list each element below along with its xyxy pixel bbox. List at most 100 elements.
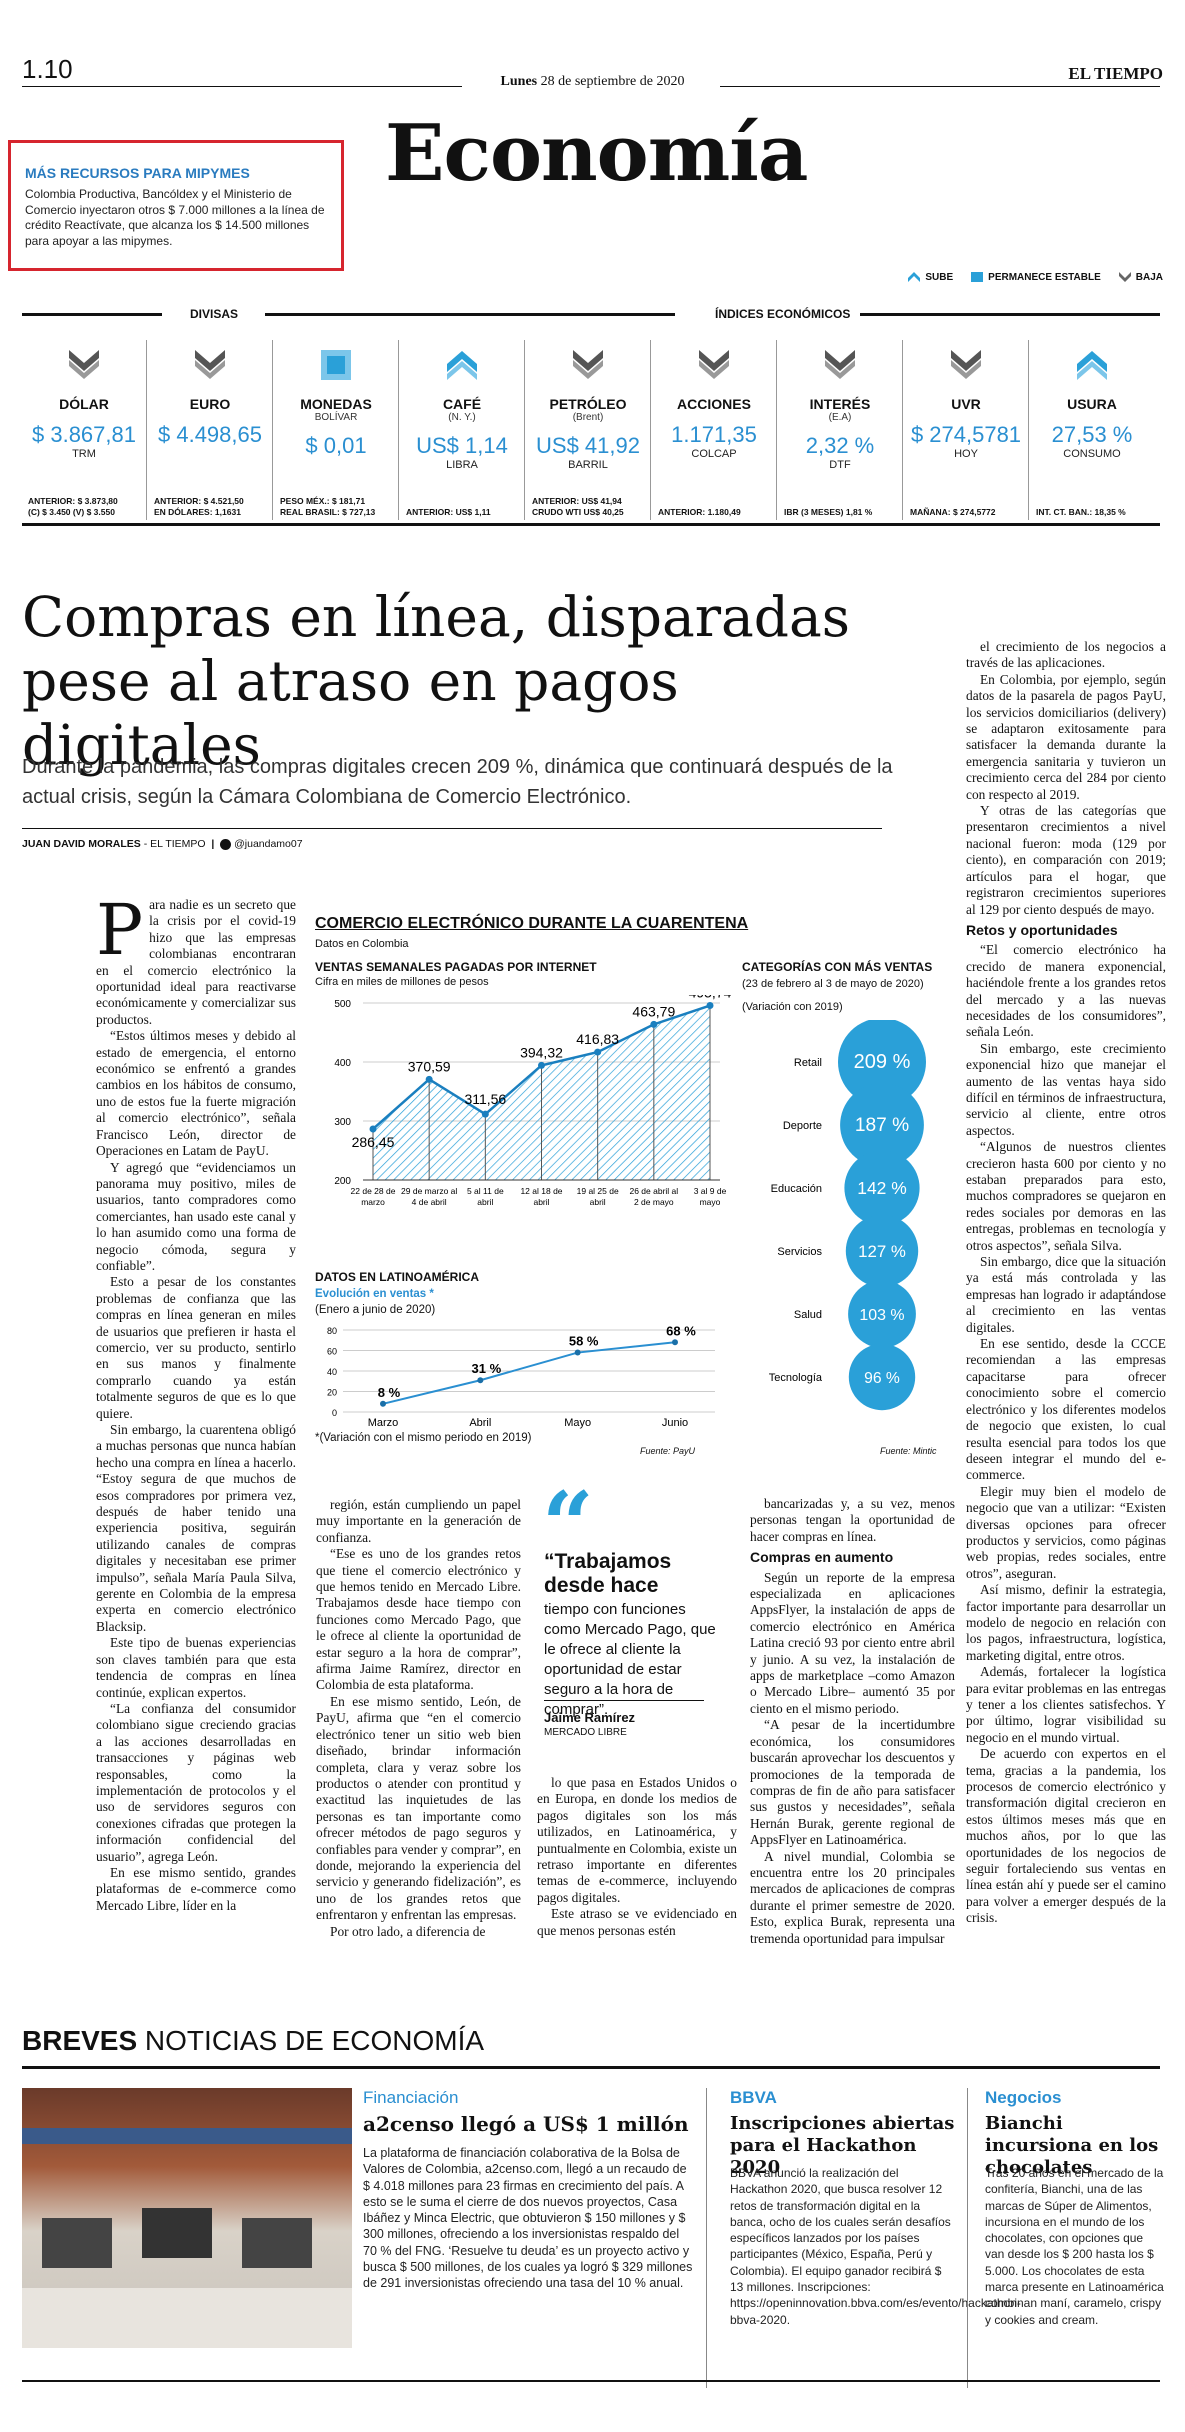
indicator-sub: (Brent) [572,412,604,423]
paragraph: Así mismo, definir la estrategia, factor… [966,1582,1166,1663]
paragraph: “A pesar de la incertidumbre económica, … [750,1717,955,1848]
x-tick-label: mayo [700,1197,721,1207]
x-tick-label: 22 de 28 de [351,1186,396,1196]
paragraph: ara nadie es un secreto que la crisis po… [96,897,296,1027]
weekly-chart-subtitle: Cifra en miles de millones de pesos [315,976,489,988]
paragraph: “La confianza del consumidor colombiano … [96,1700,296,1864]
indicator-footnote: INT. CT. BAN.: 18,35 % [1036,507,1126,517]
data-point [477,1377,484,1384]
y-tick-label: 20 [327,1388,337,1398]
data-point [481,1110,489,1118]
indicator-café: CAFÉ (N. Y.) US$ 1,14 LIBRA ANTERIOR: US$ 1,… [400,340,525,520]
breves-header: BREVES NOTICIAS DE ECONOMÍA [22,2025,484,2057]
y-tick-label: 40 [327,1367,337,1377]
y-tick-label: 400 [334,1058,351,1069]
indicator-name: ACCIONES [677,396,751,412]
data-point [380,1400,386,1407]
twitter-icon [220,838,232,850]
paragraph: Y otras de las categorías que presentaro… [966,803,1166,917]
paragraph: En ese mismo sentido, grandes plataforma… [96,1864,296,1913]
photo-monitor [42,2218,112,2268]
source-payu: Fuente: PayU [640,1446,696,1456]
x-tick-label: 3 al 9 de [694,1186,727,1196]
x-tick-label: abril [590,1197,606,1207]
category-label: Salud [794,1309,822,1321]
paragraph: Elegir muy bien el modelo de negocio que… [966,1483,1166,1581]
drop-cap: P [96,889,144,971]
y-tick-label: 300 [334,1117,351,1128]
paragraph: “Estos últimos meses y debido al estado … [96,1028,296,1159]
indicator-value: US$ 41,92 [536,433,640,458]
indicator-footnote: IBR (3 MESES) 1,81 % [784,507,873,517]
breve-2-title: Inscripciones abiertas para el Hackathon… [730,2113,955,2178]
categories-note: (Variación con 2019) [742,1001,843,1013]
latam-chart-range: (Enero a junio de 2020) [315,1304,436,1316]
indicator-unit: TRM [72,448,96,460]
indicator-unit: HOY [954,448,978,460]
indicator-unit: LIBRA [446,459,478,471]
subheading-retos: Retos y oportunidades [966,921,1118,938]
x-tick-label: marzo [361,1197,385,1207]
indicator-sub: BOLÍVAR [314,412,358,423]
x-tick-label: abril [477,1197,493,1207]
down-arrow-icon [697,348,731,382]
indicator-name: EURO [189,396,231,412]
breves-sublabel: NOTICIAS DE ECONOMÍA [137,2025,485,2056]
indicator-name: USURA [1067,396,1117,412]
publication-date: Lunes 28 de septiembre de 2020 [0,74,1185,90]
indicator-footnote: ANTERIOR: US$ 41,94 CRUDO WTI US$ 40,25 [532,496,624,517]
down-arrow-icon [193,348,227,382]
breves-rule [22,2066,1160,2069]
article-headline: Compras en línea, disparadas pese al atr… [22,585,851,777]
x-tick-label: Marzo [368,1417,399,1429]
data-point [706,1002,714,1010]
indicator-value: $ 4.498,65 [158,422,262,447]
indicator-name: CAFÉ [442,396,482,412]
breves-divider [967,2088,968,2388]
ind-rule-3 [860,313,1160,316]
data-label: 286,45 [352,1134,395,1150]
breve-2-category: BBVA [730,2088,777,2107]
y-tick-label: 60 [327,1347,337,1357]
data-point [650,1020,658,1028]
indicator-uvr: UVR $ 274,5781 HOY MAÑANA: $ 274,5772 [904,340,1029,520]
category-bubble [838,1020,926,1106]
paragraph: “Algunos de nuestros clientes crecieron … [966,1139,1166,1253]
source-mintic: Fuente: Mintic [880,1446,937,1456]
paragraph: el crecimiento de los negocios a través … [966,639,1166,671]
categories-title: CATEGORÍAS CON MÁS VENTAS [742,960,933,974]
down-arrow-icon [949,348,983,382]
paragraph: Esto a pesar de los constantes problemas… [96,1274,296,1421]
date-rest: 28 de septiembre de 2020 [537,74,685,89]
indicator-value: 2,32 % [805,433,875,458]
pull-quote-lead: “Trabajamos desde hace [544,1550,672,1597]
x-tick-label: 12 al 18 de [520,1186,562,1196]
article-column-2: región, están cumpliendo un papel muy im… [316,1497,521,1940]
indicator-value: $ 274,5781 [910,422,1022,447]
data-label: 370,59 [408,1058,451,1074]
weekly-chart-title: VENTAS SEMANALES PAGADAS POR INTERNET [315,960,597,974]
down-arrow-icon [823,348,857,382]
breve-3-title: Bianchi incursiona en los chocolates [985,2113,1159,2178]
up-arrow-icon [445,348,479,382]
breve-3-category: Negocios [985,2088,1062,2107]
data-point [672,1339,678,1346]
data-label: 311,56 [464,1091,506,1107]
series-line [382,1341,676,1405]
top-news-box: MÁS RECURSOS PARA MIPYMES Colombia Produ… [8,140,344,271]
paragraph: A nivel mundial, Colombia se encuentra e… [750,1848,955,1946]
x-tick-label: 2 de mayo [634,1197,674,1207]
indicator-footnote: ANTERIOR: 1.180,49 [658,507,741,517]
breve-1-title: a2censo llegó a US$ 1 millón [363,2112,689,2136]
data-point [594,1048,602,1056]
photo-monitor [142,2208,212,2258]
quote-rule [544,1700,704,1701]
top-news-heading: MÁS RECURSOS PARA MIPYMES [25,165,250,181]
byline-outlet: - EL TIEMPO [140,838,206,850]
indicator-unit: BARRIL [568,459,608,471]
paragraph: Este tipo de buenas experiencias son cla… [96,1635,296,1700]
category-label: Educación [771,1183,822,1195]
x-tick-label: 26 de abril al [629,1186,678,1196]
paragraph: En Colombia, por ejemplo, según datos de… [966,671,1166,802]
down-arrow-icon [1118,272,1131,283]
